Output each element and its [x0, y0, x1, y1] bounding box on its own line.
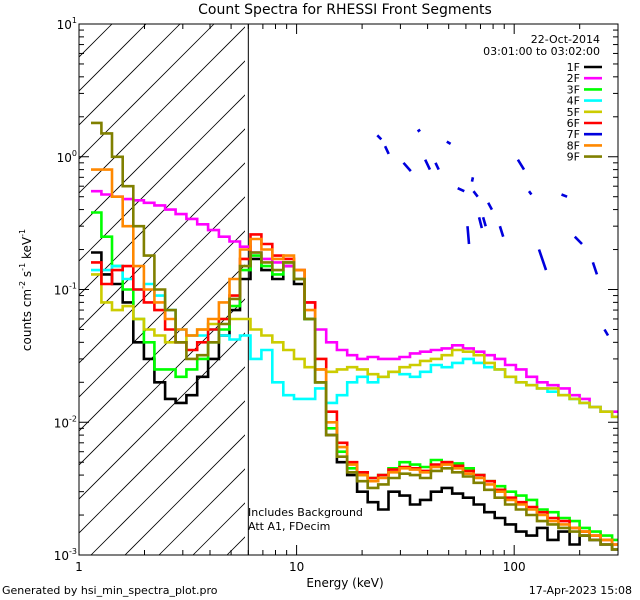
y-tick-label: 101	[57, 16, 77, 32]
series-layer	[91, 121, 618, 551]
series-line-7F	[376, 128, 610, 337]
x-axis-label: Energy (keV)	[306, 576, 383, 590]
hatch-line	[124, 434, 245, 555]
hatch-line	[79, 24, 181, 126]
y-tick-label: 10-2	[54, 414, 77, 430]
legend-label-1F: 1F	[567, 61, 580, 74]
hatch-line	[79, 60, 245, 228]
y-label-part-e: keV	[20, 236, 34, 263]
y-axis-label: counts cm-2 s-1 keV-1	[18, 229, 34, 351]
date-label: 22-Oct-2014	[531, 33, 600, 46]
y-tick-label: 10-1	[54, 282, 77, 298]
hatch-line	[79, 162, 245, 330]
legend-label-7F: 7F	[567, 128, 580, 141]
axis-ticks	[78, 24, 619, 556]
x-tick-label: 100	[503, 560, 526, 574]
legend-label-8F: 8F	[567, 139, 580, 152]
series-line-5F	[91, 273, 618, 419]
series-line-2F	[91, 189, 618, 413]
x-tick-label: 10	[289, 560, 304, 574]
legend-label-6F: 6F	[567, 117, 580, 130]
legend-label-3F: 3F	[567, 83, 580, 96]
hatch-line	[79, 298, 245, 466]
legend-label-9F: 9F	[567, 151, 580, 164]
y-label-part-c: s	[20, 271, 34, 281]
annotation-attenuator: Att A1, FDecim	[248, 520, 330, 533]
hatch-line	[79, 332, 245, 500]
annotation-background: Includes Background	[248, 506, 363, 519]
time-range-label: 03:01:00 to 03:02:00	[483, 45, 600, 58]
chart-title: Count Spectra for RHESSI Front Segments	[198, 2, 492, 18]
hatch-line	[79, 264, 245, 432]
y-label-exp-1: -2	[18, 281, 27, 289]
x-tick-labels: 1 10 100	[75, 560, 525, 574]
hatch-line	[90, 400, 245, 555]
y-tick-labels: 101 100 10-1 10-2 10-3	[54, 16, 77, 563]
legend-label-2F: 2F	[567, 72, 580, 85]
y-tick-label: 100	[57, 149, 77, 165]
hatch-line	[79, 366, 245, 534]
footer-timestamp: 17-Apr-2023 15:08	[528, 584, 632, 597]
hatch-line	[79, 26, 245, 194]
hatch-line	[261, 24, 640, 555]
hatch-line	[79, 128, 245, 296]
x-tick-label: 1	[75, 560, 83, 574]
footer-generated-by: Generated by hsi_min_spectra_plot.pro	[2, 584, 218, 597]
hatch-line	[0, 24, 10, 555]
y-label-exp-2: -1	[18, 263, 27, 271]
legend-label-4F: 4F	[567, 95, 580, 108]
y-tick-label: 10-3	[54, 547, 77, 563]
hatch-line	[79, 94, 245, 262]
series-line-1F	[91, 251, 618, 551]
legend-label-5F: 5F	[567, 106, 580, 119]
series-line-9F	[91, 121, 618, 551]
hatch-line	[79, 230, 245, 398]
y-label-exp-3: -1	[18, 229, 27, 237]
background-hatch-region	[0, 24, 640, 555]
hatch-line	[79, 24, 215, 160]
y-label-part-a: counts cm	[20, 289, 34, 351]
